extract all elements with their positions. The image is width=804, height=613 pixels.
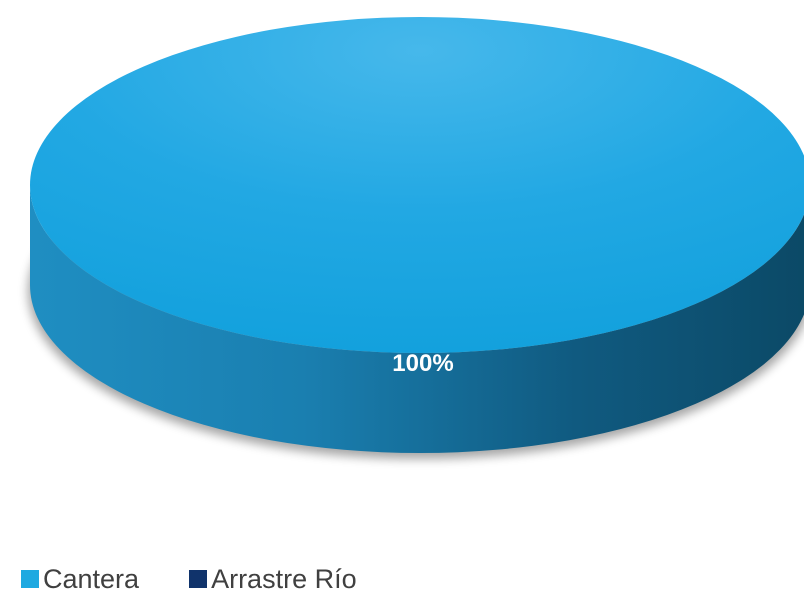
legend-swatch-cantera <box>21 570 39 588</box>
legend-item-arrastre-r-o: Arrastre Río <box>189 563 357 595</box>
legend-label-arrastre-r-o: Arrastre Río <box>211 564 357 594</box>
pie-slice-cantera <box>30 17 804 353</box>
legend-swatch-arrastre-r-o <box>189 570 208 588</box>
pie-slice-cantera-side <box>30 185 804 453</box>
legend-label-cantera: Cantera <box>43 564 140 594</box>
chart-legend: Cantera Arrastre Río <box>21 563 407 595</box>
data-label-cantera: 100% <box>392 350 453 377</box>
legend-item-cantera: Cantera <box>21 563 139 595</box>
